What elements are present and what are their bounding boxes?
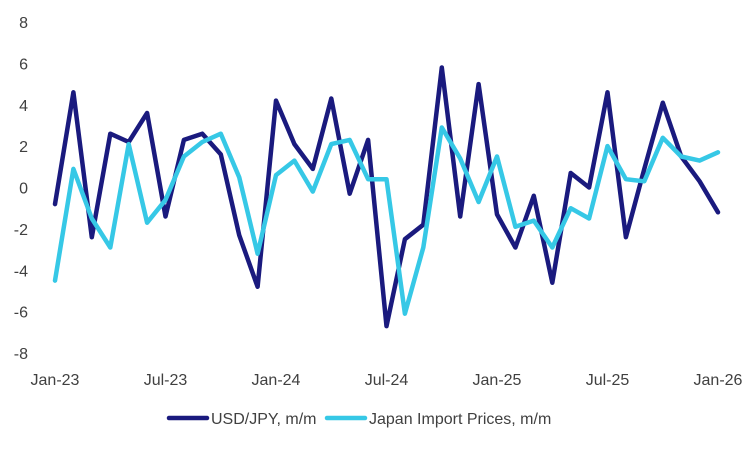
- x-axis: Jan-23 Jul-23 Jan-24 Jul-24 Jan-25 Jul-25 Jan-…: [31, 372, 743, 389]
- y-axis: 8 6 4 2 0 -2 -4 -6 -8: [14, 15, 28, 363]
- y-tick-label: 0: [19, 181, 28, 198]
- x-tick-label: Jan-24: [252, 372, 301, 389]
- legend: USD/JPY, m/m Japan Import Prices, m/m: [166, 411, 551, 428]
- x-tick-label: Jul-24: [365, 372, 409, 389]
- series-layer: [52, 65, 721, 329]
- y-tick-label: -4: [14, 263, 28, 280]
- y-tick-label: 4: [19, 98, 28, 115]
- legend-label-2: Japan Import Prices, m/m: [369, 411, 551, 428]
- y-tick-label: -8: [14, 346, 28, 363]
- x-tick-label: Jan-23: [31, 372, 80, 389]
- x-tick-label: Jan-25: [473, 372, 522, 389]
- y-tick-label: 6: [19, 56, 28, 73]
- x-tick-label: Jan-26: [694, 372, 743, 389]
- x-tick-label: Jul-23: [144, 372, 188, 389]
- y-tick-label: -6: [14, 305, 28, 322]
- legend-label-1: USD/JPY, m/m: [211, 411, 317, 428]
- x-tick-label: Jul-25: [586, 372, 630, 389]
- y-tick-label: -2: [14, 222, 28, 239]
- y-tick-label: 2: [19, 139, 28, 156]
- y-tick-label: 8: [19, 15, 28, 32]
- series-line-2: [52, 125, 721, 316]
- series-line-1: [52, 65, 721, 329]
